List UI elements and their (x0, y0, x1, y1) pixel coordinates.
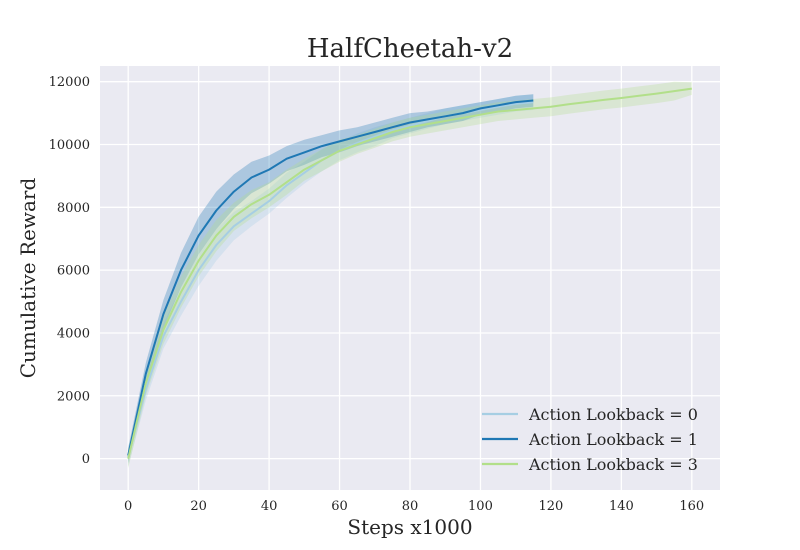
legend-label: Action Lookback = 0 (528, 405, 698, 424)
x-tick-label: 160 (679, 499, 704, 514)
y-tick-label: 6000 (57, 264, 90, 279)
legend-label: Action Lookback = 3 (528, 455, 698, 474)
x-tick-label: 100 (468, 499, 493, 514)
series-1-line (127, 99, 534, 456)
y-tick-labels: 0 2000 4000 6000 8000 10000 12000 (49, 75, 90, 467)
x-tick-label: 20 (190, 499, 207, 514)
grid (100, 66, 720, 490)
y-tick-label: 8000 (57, 201, 90, 216)
y-tick-label: 10000 (49, 138, 90, 153)
y-tick-label: 12000 (49, 75, 90, 90)
legend: Action Lookback = 0 Action Lookback = 1 Ac… (482, 405, 698, 474)
series-lines (127, 87, 692, 459)
y-tick-label: 4000 (57, 326, 90, 341)
series-1-band (128, 94, 534, 464)
y-tick-label: 2000 (57, 389, 90, 404)
x-tick-label: 60 (331, 499, 348, 514)
x-tick-label: 40 (261, 499, 278, 514)
x-axis-label: Steps x1000 (347, 515, 472, 539)
y-axis-label: Cumulative Reward (16, 178, 40, 379)
legend-label: Action Lookback = 1 (528, 430, 698, 449)
chart-title: HalfCheetah-v2 (307, 34, 513, 64)
series-2-line (127, 87, 692, 459)
x-tick-label: 120 (538, 499, 563, 514)
x-tick-label: 80 (402, 499, 419, 514)
x-tick-label: 140 (609, 499, 634, 514)
x-tick-label: 0 (124, 499, 132, 514)
y-tick-label: 0 (82, 452, 90, 467)
confidence-bands (128, 81, 692, 468)
x-tick-labels: 0 20 40 60 80 100 120 140 160 (124, 499, 704, 514)
